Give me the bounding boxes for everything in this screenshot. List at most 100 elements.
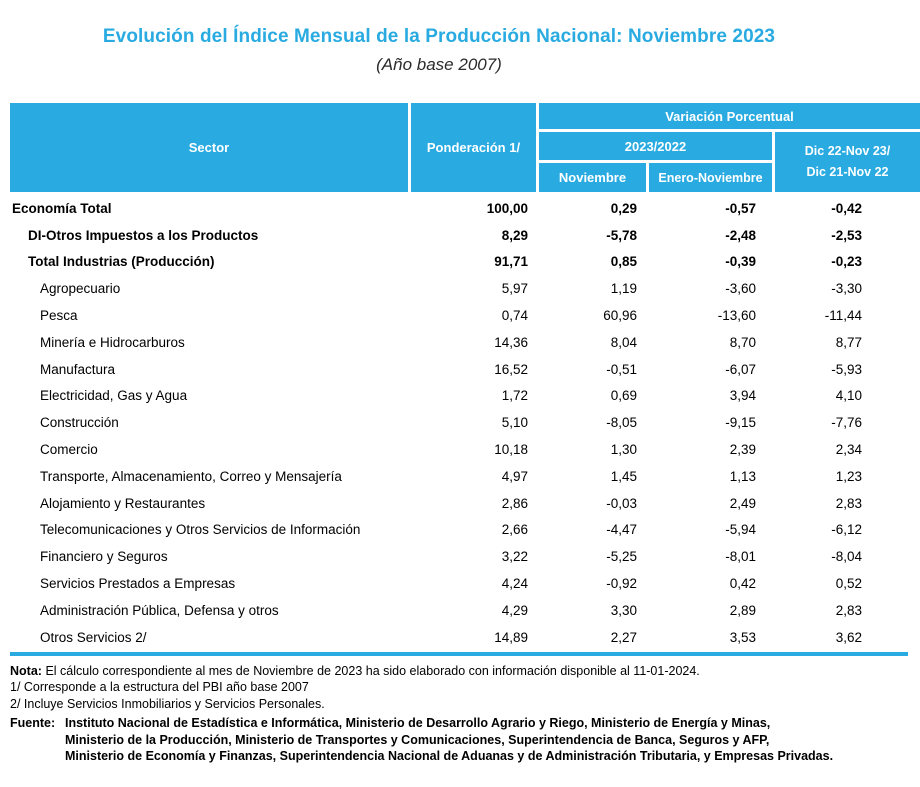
source-line-3: Ministerio de Economía y Finanzas, Super… — [65, 749, 834, 764]
footnote-2: 2/ Incluye Servicios Inmobiliarios y Ser… — [10, 696, 325, 711]
enero-noviembre-cell: -0,57 — [725, 200, 756, 216]
enero-noviembre-cell: 2,49 — [729, 495, 756, 511]
sector-label: Financiero y Seguros — [40, 549, 168, 565]
dic22nov23-cell: -2,53 — [831, 227, 862, 243]
table-header: Sector Ponderación 1/ Variación Porcentu… — [10, 103, 920, 192]
ponderacion-cell: 5,97 — [501, 281, 528, 297]
table-row: Otros Servicios 2/ 14,89 2,27 3,53 3,62 — [10, 624, 908, 651]
noviembre-cell: -4,47 — [606, 522, 637, 538]
noviembre-cell: -8,05 — [606, 415, 637, 431]
sector-cell: Manufactura — [10, 362, 408, 377]
noviembre-cell: -5,25 — [606, 549, 637, 565]
sector-label: Economía Total — [12, 200, 112, 216]
ponderacion-cell: 10,18 — [494, 442, 528, 458]
sector-label: DI-Otros Impuestos a los Productos — [28, 227, 259, 243]
sector-label: Administración Pública, Defensa y otros — [40, 602, 279, 618]
sector-label: Construcción — [40, 415, 119, 431]
enero-noviembre-cell: 1,13 — [729, 468, 756, 484]
ponderacion-cell: 4,24 — [501, 576, 528, 592]
source-line-1: Instituto Nacional de Estadística e Info… — [65, 716, 771, 731]
ponderacion-cell: 5,10 — [501, 415, 528, 431]
enero-noviembre-cell: -2,48 — [725, 227, 756, 243]
dic22nov23-cell: -8,04 — [831, 549, 862, 565]
dic22nov23-cell: 1,23 — [835, 468, 862, 484]
source-line-2: Ministerio de la Producción, Ministerio … — [65, 732, 770, 747]
noviembre-cell: 0,69 — [610, 388, 637, 404]
sector-label: Transporte, Almacenamiento, Correo y Men… — [40, 468, 342, 484]
sector-label: Agropecuario — [40, 281, 121, 297]
enero-noviembre-cell: 3,53 — [729, 629, 756, 645]
ponderacion-cell: 100,00 — [486, 200, 528, 216]
document-heading: Evolución del Índice Mensual de la Produ… — [0, 0, 878, 75]
sector-cell: Telecomunicaciones y Otros Servicios de … — [10, 522, 408, 537]
enero-noviembre-cell: -5,94 — [725, 522, 756, 538]
sector-cell: Otros Servicios 2/ — [10, 630, 408, 645]
column-header-2023-2022: 2023/2022 — [539, 132, 772, 160]
sector-cell: Alojamiento y Restaurantes — [10, 496, 408, 511]
noviembre-cell: 0,85 — [610, 254, 637, 270]
source-label: Fuente: — [10, 716, 56, 731]
sector-cell: Electricidad, Gas y Agua — [10, 388, 408, 403]
table-row: Pesca 0,74 60,96 -13,60 -11,44 — [10, 302, 908, 329]
sector-cell: DI-Otros Impuestos a los Productos — [10, 228, 408, 243]
table-row: DI-Otros Impuestos a los Productos 8,29 … — [10, 222, 908, 249]
enero-noviembre-cell: -6,07 — [725, 361, 756, 377]
dic-header-line2: Dic 21-Nov 22 — [806, 165, 889, 179]
sector-label: Electricidad, Gas y Agua — [40, 388, 188, 404]
page-title: Evolución del Índice Mensual de la Produ… — [102, 26, 776, 47]
sector-label: Minería e Hidrocarburos — [40, 334, 185, 350]
dic22nov23-cell: -3,30 — [831, 281, 862, 297]
ponderacion-cell: 3,22 — [501, 549, 528, 565]
page-subtitle: (Año base 2007) — [376, 55, 502, 74]
noviembre-cell: 1,45 — [610, 468, 637, 484]
table-row: Telecomunicaciones y Otros Servicios de … — [10, 517, 908, 544]
noviembre-cell: 2,27 — [610, 629, 637, 645]
dic22nov23-cell: 3,62 — [835, 629, 862, 645]
dic22nov23-cell: -11,44 — [824, 308, 862, 324]
dic22nov23-cell: -6,12 — [831, 522, 862, 538]
ponderacion-cell: 4,29 — [501, 602, 528, 618]
table-body: Economía Total 100,00 0,29 -0,57 -0,42 D… — [10, 195, 908, 651]
noviembre-cell: -0,51 — [606, 361, 637, 377]
noviembre-cell: 0,29 — [610, 200, 637, 216]
enero-noviembre-cell: -9,15 — [725, 415, 756, 431]
noviembre-cell: 3,30 — [610, 602, 637, 618]
ponderacion-cell: 8,29 — [501, 227, 528, 243]
column-header-variacion-porcentual: Variación Porcentual — [539, 103, 920, 129]
noviembre-cell: 1,19 — [610, 281, 637, 297]
source-text: Instituto Nacional de Estadística e Info… — [65, 715, 833, 765]
ponderacion-cell: 91,71 — [494, 254, 528, 270]
table-row: Total Industrias (Producción) 91,71 0,85… — [10, 249, 908, 276]
ponderacion-cell: 14,89 — [494, 629, 528, 645]
enero-noviembre-cell: -3,60 — [725, 281, 756, 297]
dic22nov23-cell: -5,93 — [831, 361, 862, 377]
dic22nov23-cell: -0,42 — [831, 200, 862, 216]
enero-noviembre-cell: 8,70 — [729, 334, 756, 350]
sector-label: Total Industrias (Producción) — [28, 254, 215, 270]
notes-block: Nota: El cálculo correspondiente al mes … — [10, 663, 908, 765]
enero-noviembre-cell: -13,60 — [717, 308, 756, 324]
dic22nov23-cell: 8,77 — [835, 334, 862, 350]
sector-cell: Construcción — [10, 415, 408, 430]
source-block: Fuente: Instituto Nacional de Estadístic… — [10, 715, 908, 765]
ponderacion-cell: 16,52 — [494, 361, 528, 377]
table-row: Manufactura 16,52 -0,51 -6,07 -5,93 — [10, 356, 908, 383]
dic22nov23-cell: 2,34 — [835, 442, 862, 458]
table-bottom-rule — [10, 651, 908, 656]
sector-cell: Financiero y Seguros — [10, 549, 408, 564]
sector-cell: Servicios Prestados a Empresas — [10, 576, 408, 591]
dic22nov23-cell: 0,52 — [835, 576, 862, 592]
table-row: Minería e Hidrocarburos 14,36 8,04 8,70 … — [10, 329, 908, 356]
table-row: Comercio 10,18 1,30 2,39 2,34 — [10, 436, 908, 463]
noviembre-cell: 1,30 — [610, 442, 637, 458]
ponderacion-cell: 1,72 — [501, 388, 528, 404]
column-header-ponderacion: Ponderación 1/ — [411, 103, 536, 192]
dic22nov23-cell: -0,23 — [831, 254, 862, 270]
table-row: Electricidad, Gas y Agua 1,72 0,69 3,94 … — [10, 383, 908, 410]
column-header-sector: Sector — [10, 103, 408, 192]
sector-label: Servicios Prestados a Empresas — [40, 576, 236, 592]
enero-noviembre-cell: 2,89 — [729, 602, 756, 618]
sector-cell: Economía Total — [10, 201, 408, 216]
enero-noviembre-cell: 0,42 — [729, 576, 756, 592]
sector-label: Otros Servicios 2/ — [40, 629, 147, 645]
